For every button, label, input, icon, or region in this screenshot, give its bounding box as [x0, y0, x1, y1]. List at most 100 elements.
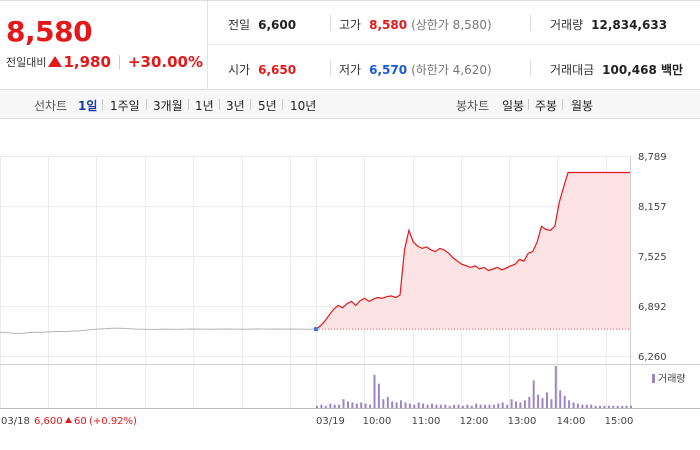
change-value: 1,980 — [63, 53, 111, 71]
volume-bar — [488, 404, 491, 408]
y-tick-label: 8,789 — [638, 152, 667, 163]
y-tick-label: 6,260 — [638, 352, 667, 363]
open-value: 6,650 — [258, 63, 297, 77]
volume-bar — [497, 403, 500, 408]
volume-bar — [519, 402, 522, 408]
volume-bar — [320, 404, 323, 408]
volume-legend-swatch — [652, 374, 655, 383]
volume-bar — [510, 399, 513, 408]
volume-bar — [621, 405, 624, 408]
volume-bar — [457, 404, 460, 408]
y-tick-label: 7,525 — [638, 252, 667, 263]
volume-bar — [550, 399, 553, 408]
volume-bar — [435, 404, 438, 408]
high-cell: 고가 8,580 (상한가 8,580) — [339, 16, 492, 33]
amount-value: 100,468 백만 — [602, 63, 684, 77]
high-value: 8,580 — [369, 18, 408, 32]
volume-bar — [501, 402, 504, 408]
volume-bar — [404, 402, 407, 408]
volume-bar — [351, 402, 354, 408]
tab-3y[interactable]: 3년 — [226, 99, 245, 113]
volume-bar — [439, 404, 442, 408]
volume-bar — [479, 404, 482, 408]
tab-10y[interactable]: 10년 — [290, 99, 317, 113]
prev-close-label: 전일 — [228, 18, 251, 32]
volume-bar — [338, 404, 341, 408]
divider — [250, 99, 251, 110]
line-chart-label: 선차트 — [34, 99, 68, 113]
tab-1y[interactable]: 1년 — [195, 99, 214, 113]
volume-bar — [373, 374, 376, 408]
volume-bar — [541, 398, 544, 408]
current-price: 8,580 — [6, 15, 93, 48]
volume-bar — [568, 400, 571, 408]
up-arrow-icon — [48, 55, 63, 67]
divider — [330, 15, 331, 31]
volume-bar — [523, 400, 526, 408]
volume-bar — [470, 405, 473, 408]
volume-bar — [386, 396, 389, 408]
volume-bar — [391, 401, 394, 408]
volume-bar — [369, 404, 372, 408]
info-row-2: 시가 6,650 저가 6,570 (하한가 4,620) 거래대금 100,468 백… — [208, 46, 700, 90]
lower-limit: (하한가 4,620) — [411, 63, 492, 77]
x-tick-label: 14:00 — [557, 416, 586, 427]
volume-bar — [576, 403, 579, 408]
volume-label: 거래량 — [550, 18, 584, 32]
low-value: 6,570 — [369, 63, 408, 77]
divider — [219, 99, 220, 110]
prev-day-up-icon — [65, 417, 72, 423]
x-tick-label: 11:00 — [412, 416, 441, 427]
prev-day-close-label: 6,600 — [34, 416, 63, 427]
y-tick-label: 6,892 — [638, 302, 667, 313]
tab-1w[interactable]: 1주일 — [110, 99, 140, 113]
divider — [118, 55, 120, 69]
volume-bar — [360, 402, 363, 408]
prev-day-change-pct-label: (+0.92%) — [89, 416, 137, 427]
volume-bar — [395, 402, 398, 408]
volume-bar — [546, 392, 548, 408]
volume-bar — [607, 405, 610, 408]
volume-bar — [572, 402, 575, 408]
volume-bar — [355, 403, 358, 408]
divider — [330, 60, 331, 76]
volume-bar — [400, 400, 402, 408]
volume-cell: 거래량 12,834,633 — [550, 16, 667, 33]
volume-bar — [448, 405, 451, 408]
volume-bar — [382, 399, 385, 408]
volume-bar — [475, 403, 478, 408]
candle-chart-label: 봉차트 — [456, 99, 490, 113]
volume-value: 12,834,633 — [591, 18, 668, 32]
volume-bar — [324, 405, 327, 408]
tab-monthly[interactable]: 월봉 — [571, 99, 594, 113]
info-row-1: 전일 6,600 고가 8,580 (상한가 8,580) 거래량 12,834,633 — [208, 1, 700, 45]
volume-bar — [347, 401, 349, 408]
tab-5y[interactable]: 5년 — [258, 99, 277, 113]
prev-day-series-line — [0, 327, 316, 335]
volume-bar — [484, 404, 487, 408]
prev-close-cell: 전일 6,600 — [228, 16, 296, 33]
tab-3m[interactable]: 3개월 — [153, 99, 183, 113]
today-series-line — [315, 171, 630, 330]
volume-bar — [453, 404, 456, 408]
x-tick-label: 10:00 — [363, 416, 392, 427]
volume-bar — [408, 403, 411, 408]
today-date-label: 03/19 — [316, 416, 345, 427]
divider — [146, 99, 147, 110]
volume-bar — [590, 404, 593, 408]
volume-bar — [329, 403, 332, 408]
y-tick-label: 8,157 — [638, 202, 667, 213]
volume-bar — [630, 405, 632, 408]
low-label: 저가 — [339, 63, 362, 77]
volume-bar — [616, 405, 619, 408]
tab-weekly[interactable]: 주봉 — [535, 99, 558, 113]
chart-period-tabs: 선차트 1일 1주일 3개월 1년 3년 5년 10년 봉차트 일봉 주봉 월봉 — [0, 90, 700, 119]
tab-daily[interactable]: 일봉 — [502, 99, 525, 113]
prev-close-value: 6,600 — [258, 18, 297, 32]
tab-1d[interactable]: 1일 — [78, 99, 98, 113]
volume-bar — [492, 404, 495, 408]
open-label: 시가 — [228, 63, 251, 77]
divider — [530, 60, 531, 76]
change-label: 전일대비 — [6, 56, 47, 69]
volume-bar — [581, 404, 584, 408]
